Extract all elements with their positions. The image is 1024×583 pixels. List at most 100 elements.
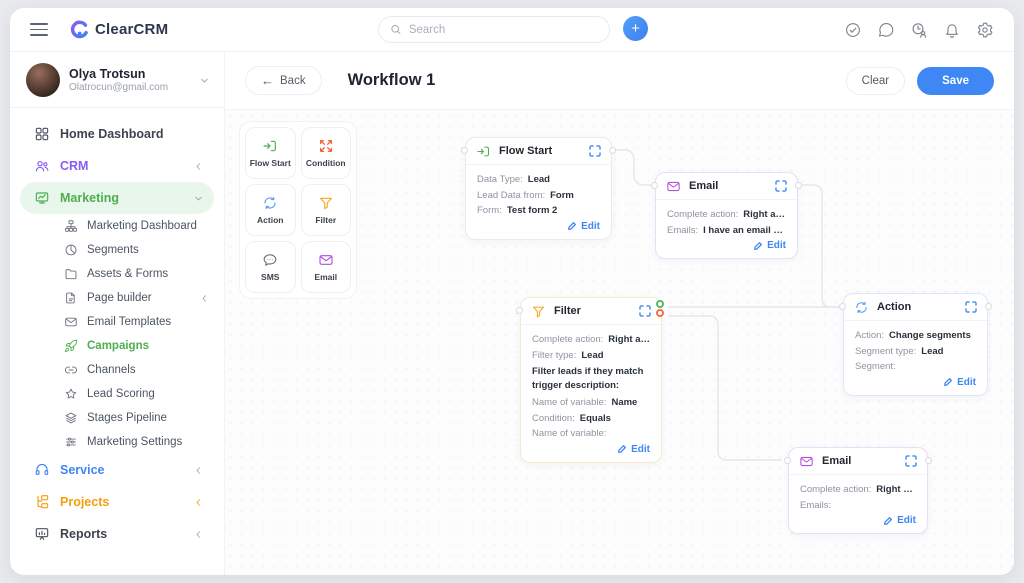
chat-icon[interactable] (877, 21, 895, 39)
logo[interactable]: ClearCRM (70, 20, 168, 39)
workflow-canvas[interactable]: Flow Start Condition Action Filter (225, 110, 1014, 575)
sidebar-item-home-dashboard[interactable]: Home Dashboard (20, 118, 214, 150)
filter-note: Filter leads if they match trigger descr… (532, 366, 644, 391)
connector-port[interactable] (461, 147, 468, 154)
sidebar-item-service[interactable]: Service (20, 454, 214, 486)
action-icon (856, 301, 867, 313)
sidebar-item-crm[interactable]: CRM (20, 150, 214, 182)
top-header: ClearCRM + (10, 8, 1014, 52)
action-icon (264, 196, 276, 210)
bell-icon[interactable] (943, 21, 961, 39)
edit-button[interactable]: Edit (855, 377, 976, 388)
folder-icon (65, 269, 77, 280)
sidebar-item-segments[interactable]: Segments (20, 238, 214, 262)
flow-start-icon (263, 140, 277, 152)
connector-port[interactable] (651, 182, 658, 189)
node-filter[interactable]: Filter Complete action:Right away Filter… (516, 297, 662, 463)
pencil-icon (618, 445, 627, 453)
node-palette: Flow Start Condition Action Filter (239, 121, 357, 299)
pencil-icon (884, 516, 893, 525)
chevron-left-icon (193, 529, 204, 540)
palette-item-condition[interactable]: Condition (300, 127, 351, 179)
star-icon (65, 388, 77, 399)
connector-port[interactable] (839, 303, 846, 310)
connector-port[interactable] (985, 303, 992, 310)
expand-icon[interactable] (905, 455, 917, 467)
sidebar-item-marketing-dashboard[interactable]: Marketing Dashboard (20, 214, 214, 238)
marketing-icon (35, 192, 49, 204)
back-button[interactable]: ← Back (245, 66, 322, 95)
avatar (26, 63, 60, 97)
edit-button[interactable]: Edit (532, 444, 650, 455)
node-flow-start[interactable]: Flow Start Data Type: Lead Lead Data from… (461, 137, 616, 240)
gear-icon[interactable] (976, 21, 994, 39)
app-window: ClearCRM + (10, 8, 1014, 575)
search-input[interactable] (408, 23, 598, 36)
hamburger-menu-icon[interactable] (30, 23, 48, 36)
chevron-left-icon (193, 161, 204, 172)
add-button[interactable]: + (623, 16, 648, 41)
connector-port[interactable] (795, 182, 802, 189)
connector-port[interactable] (609, 147, 616, 154)
filter-false-port[interactable] (656, 309, 664, 317)
palette-item-flow-start[interactable]: Flow Start (245, 127, 296, 179)
back-arrow-icon: ← (261, 73, 274, 88)
edit-button[interactable]: Edit (800, 515, 916, 526)
search-bar[interactable] (378, 16, 610, 43)
expand-icon[interactable] (965, 301, 977, 313)
connector-port[interactable] (784, 457, 791, 464)
filter-icon (319, 197, 332, 210)
palette-item-sms[interactable]: SMS (245, 241, 296, 293)
sidebar-item-projects[interactable]: Projects (20, 486, 214, 518)
sidebar-item-marketing-settings[interactable]: Marketing Settings (20, 430, 214, 454)
palette-item-filter[interactable]: Filter (300, 184, 351, 236)
sidebar-item-lead-scoring[interactable]: Lead Scoring (20, 382, 214, 406)
sidebar-item-email-templates[interactable]: Email Templates (20, 310, 214, 334)
user-profile[interactable]: Olya Trotsun Olatrocun@gmail.com (10, 52, 224, 107)
expand-icon[interactable] (775, 180, 787, 192)
sidebar: Olya Trotsun Olatrocun@gmail.com Home Da… (10, 52, 225, 575)
connector-lines (612, 149, 839, 461)
folder-tree-icon (37, 495, 49, 509)
connector-port[interactable] (516, 307, 523, 314)
chevron-left-icon (193, 465, 204, 476)
sidebar-item-page-builder[interactable]: Page builder (20, 286, 214, 310)
logo-icon (70, 20, 88, 39)
sitemap-icon (64, 220, 78, 232)
expand-icon[interactable] (639, 305, 651, 317)
edit-button[interactable]: Edit (477, 221, 600, 232)
chevron-left-icon (193, 497, 204, 508)
time-user-icon[interactable] (910, 21, 928, 39)
email-icon (319, 255, 333, 265)
mail-icon (65, 317, 77, 327)
check-circle-icon[interactable] (844, 21, 862, 39)
link-icon (65, 366, 77, 374)
users-icon (35, 160, 49, 172)
clear-button[interactable]: Clear (845, 66, 906, 95)
sidebar-item-campaigns[interactable]: Campaigns (20, 334, 214, 358)
filter-true-port[interactable] (656, 300, 664, 308)
chevron-down-icon (199, 75, 210, 86)
node-email-1[interactable]: Email Complete action:Right away Emails:… (651, 172, 802, 259)
sidebar-item-assets-forms[interactable]: Assets & Forms (20, 262, 214, 286)
node-action[interactable]: Action Action: Change segments Segment ty… (839, 293, 992, 396)
palette-item-action[interactable]: Action (245, 184, 296, 236)
palette-item-email[interactable]: Email (300, 241, 351, 293)
filter-icon (532, 306, 545, 317)
node-email-2[interactable]: Email Complete action:Right away Emails:… (784, 447, 932, 534)
sidebar-item-marketing[interactable]: Marketing (20, 182, 214, 214)
sidebar-item-stages-pipeline[interactable]: Stages Pipeline (20, 406, 214, 430)
sidebar-item-reports[interactable]: Reports (20, 518, 214, 550)
sidebar-nav: Home Dashboard CRM Marketing Marketing D… (10, 108, 224, 558)
condition-icon (319, 140, 332, 152)
connector-port[interactable] (925, 457, 932, 464)
save-button[interactable]: Save (917, 66, 994, 95)
flow-start-icon (477, 146, 490, 156)
edit-button[interactable]: Edit (667, 240, 786, 251)
sidebar-item-channels[interactable]: Channels (20, 358, 214, 382)
workflow-toolbar: ← Back Workflow 1 Clear Save (225, 52, 1014, 110)
email-icon (667, 181, 680, 191)
pie-chart-icon (65, 244, 77, 256)
sliders-icon (66, 437, 76, 447)
expand-icon[interactable] (589, 145, 601, 157)
